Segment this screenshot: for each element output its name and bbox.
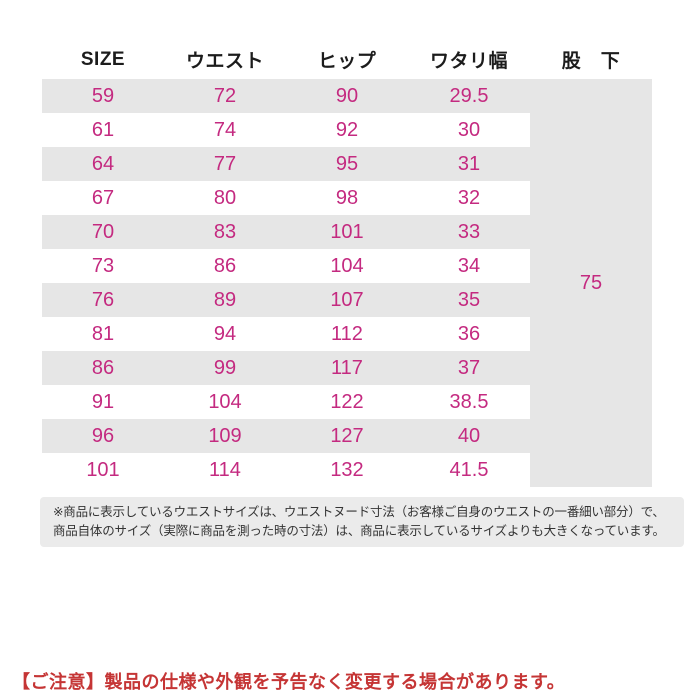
- cell-watari: 31: [457, 152, 481, 175]
- cell-size: 73: [91, 254, 115, 277]
- cell-watari: 41.5: [449, 458, 489, 481]
- cell-hip: 122: [330, 390, 364, 413]
- caution-notice: 【ご注意】製品の仕様や外観を予告なく変更する場合があります。: [12, 672, 566, 692]
- cell-watari: 29.5: [449, 84, 489, 107]
- cell-waist: 80: [213, 186, 237, 209]
- column-header-hip: ヒップ: [317, 51, 377, 72]
- cell-size: 86: [91, 356, 115, 379]
- cell-hip: 95: [335, 152, 359, 175]
- size-table: SIZE ウエスト ヒップ ワタリ幅 股 下 59 72 90 29.5 61 74 92 3…: [42, 40, 652, 487]
- cell-hip: 127: [330, 424, 364, 447]
- size-note-line-2: 商品自体のサイズ（実際に商品を測った時の寸法）は、商品に表示しているサイズよりも…: [53, 524, 665, 538]
- inseam-merged-cell: 75: [530, 79, 652, 487]
- table-row: 73 86 104 34: [42, 249, 530, 283]
- cell-waist: 99: [213, 356, 237, 379]
- cell-watari: 38.5: [449, 390, 489, 413]
- cell-size: 67: [91, 186, 115, 209]
- cell-watari: 34: [457, 254, 481, 277]
- table-row: 91 104 122 38.5: [42, 385, 530, 419]
- cell-waist: 104: [208, 390, 242, 413]
- table-row: 61 74 92 30: [42, 113, 530, 147]
- table-header-row: SIZE ウエスト ヒップ ワタリ幅 股 下: [42, 40, 652, 79]
- cell-watari: 32: [457, 186, 481, 209]
- cell-hip: 104: [330, 254, 364, 277]
- table-rows: 59 72 90 29.5 61 74 92 30 64 77 95 31 67 80 98 32 70 83 10…: [42, 79, 530, 487]
- cell-waist: 83: [213, 220, 237, 243]
- cell-hip: 107: [330, 288, 364, 311]
- cell-hip: 101: [330, 220, 364, 243]
- cell-size: 81: [91, 322, 115, 345]
- column-header-size: SIZE: [80, 48, 126, 70]
- cell-hip: 98: [335, 186, 359, 209]
- table-row: 96 109 127 40: [42, 419, 530, 453]
- cell-watari: 40: [457, 424, 481, 447]
- cell-waist: 77: [213, 152, 237, 175]
- table-row: 64 77 95 31: [42, 147, 530, 181]
- column-header-waist: ウエスト: [185, 51, 264, 72]
- cell-hip: 90: [335, 84, 359, 107]
- cell-size: 96: [91, 424, 115, 447]
- column-header-watari: ワタリ幅: [429, 51, 508, 72]
- table-row: 81 94 112 36: [42, 317, 530, 351]
- cell-waist: 94: [213, 322, 237, 345]
- table-row: 70 83 101 33: [42, 215, 530, 249]
- cell-waist: 74: [213, 118, 237, 141]
- table-row: 59 72 90 29.5: [42, 79, 530, 113]
- cell-hip: 117: [331, 356, 363, 379]
- cell-hip: 112: [331, 322, 363, 345]
- table-row: 76 89 107 35: [42, 283, 530, 317]
- table-body: 59 72 90 29.5 61 74 92 30 64 77 95 31 67 80 98 32 70 83 10…: [42, 79, 652, 487]
- cell-size: 64: [91, 152, 115, 175]
- cell-hip: 92: [335, 118, 359, 141]
- cell-size: 101: [86, 458, 120, 481]
- table-row: 86 99 117 37: [42, 351, 530, 385]
- table-row: 67 80 98 32: [42, 181, 530, 215]
- size-note-line-1: ※商品に表示しているウエストサイズは、ウエストヌード寸法（お客様ご自身のウエスト…: [53, 505, 665, 519]
- cell-watari: 36: [457, 322, 481, 345]
- table-row: 101 114 132 41.5: [42, 453, 530, 487]
- cell-waist: 114: [209, 458, 241, 481]
- cell-watari: 33: [457, 220, 481, 243]
- cell-size: 91: [91, 390, 115, 413]
- cell-size: 76: [91, 288, 115, 311]
- cell-size: 61: [91, 118, 115, 141]
- cell-watari: 37: [457, 356, 481, 379]
- inseam-value: 75: [579, 271, 603, 294]
- cell-waist: 89: [213, 288, 237, 311]
- cell-waist: 86: [213, 254, 237, 277]
- cell-size: 70: [91, 220, 115, 243]
- cell-watari: 30: [457, 118, 481, 141]
- cell-waist: 109: [208, 424, 242, 447]
- cell-waist: 72: [213, 84, 237, 107]
- size-note-box: ※商品に表示しているウエストサイズは、ウエストヌード寸法（お客様ご自身のウエスト…: [40, 497, 684, 547]
- cell-hip: 132: [330, 458, 364, 481]
- cell-watari: 35: [457, 288, 481, 311]
- cell-size: 59: [91, 84, 115, 107]
- column-header-inseam: 股 下: [561, 51, 621, 72]
